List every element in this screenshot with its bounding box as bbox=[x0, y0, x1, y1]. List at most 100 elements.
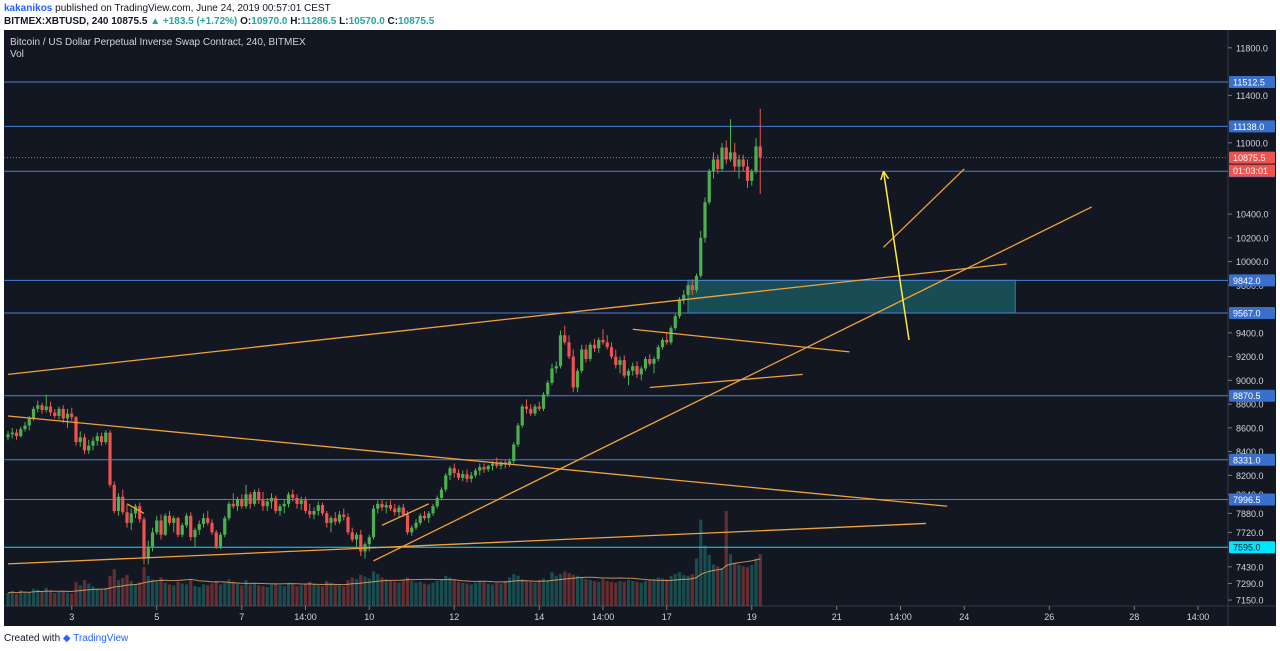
candle-body bbox=[303, 500, 308, 511]
volume-bar bbox=[388, 580, 393, 606]
volume-bar bbox=[597, 581, 601, 606]
y-tick-label: 10000.0 bbox=[1236, 257, 1269, 267]
y-tick-label: 7720.0 bbox=[1236, 528, 1264, 538]
volume-bar bbox=[690, 574, 694, 606]
candle-body bbox=[184, 515, 189, 526]
candle-body bbox=[376, 503, 380, 509]
volume-bar bbox=[316, 585, 320, 606]
level-label-bg bbox=[1229, 389, 1275, 402]
x-tick-label: 14:00 bbox=[889, 612, 912, 622]
y-tick-label: 9200.0 bbox=[1236, 352, 1264, 362]
volume-bar bbox=[435, 580, 439, 606]
arrow-head bbox=[880, 171, 885, 181]
volume-bar bbox=[639, 582, 643, 606]
low-label: L: bbox=[339, 16, 349, 27]
volume-bar bbox=[235, 583, 240, 606]
candle-body bbox=[337, 514, 342, 522]
candle-body bbox=[690, 285, 694, 291]
x-tick-label: 10 bbox=[364, 612, 374, 622]
volume-bar bbox=[490, 584, 495, 606]
volume-bar bbox=[337, 585, 342, 606]
chart-legend-title: Bitcoin / US Dollar Perpetual Inverse Sw… bbox=[10, 37, 306, 48]
tradingview-brand-link[interactable]: TradingView bbox=[73, 633, 129, 644]
candle-body bbox=[639, 368, 643, 375]
level-label-bg bbox=[1229, 120, 1275, 133]
volume-bar bbox=[724, 511, 728, 606]
candle-body bbox=[529, 408, 533, 414]
candle-body bbox=[384, 505, 388, 508]
x-tick-label: 3 bbox=[69, 612, 74, 622]
volume-bar bbox=[350, 577, 354, 606]
candle-body bbox=[295, 497, 299, 504]
candle-body bbox=[707, 171, 711, 203]
volume-bar bbox=[584, 579, 588, 606]
candle-body bbox=[431, 506, 435, 514]
candle-body bbox=[469, 475, 473, 479]
volume-bar bbox=[473, 582, 478, 606]
volume-bar bbox=[554, 575, 558, 606]
candle-body bbox=[36, 405, 40, 409]
y-tick-label: 11000.0 bbox=[1236, 138, 1268, 148]
candle-body bbox=[754, 146, 758, 172]
candle-body bbox=[550, 368, 554, 383]
candle-body bbox=[44, 406, 48, 411]
volume-bar bbox=[312, 584, 316, 606]
volume-bar bbox=[286, 582, 291, 606]
volume-bar bbox=[36, 589, 40, 606]
volume-bar bbox=[618, 580, 622, 606]
candle-body bbox=[393, 508, 397, 513]
candle-body bbox=[346, 516, 350, 533]
open-value: 10970.0 bbox=[251, 16, 288, 27]
volume-bar bbox=[10, 591, 14, 606]
volume-bar bbox=[707, 555, 711, 606]
created-with-text: Created with bbox=[4, 633, 61, 644]
volume-bar bbox=[19, 590, 23, 606]
countdown-label: 01:03:01 bbox=[1233, 166, 1268, 176]
candle-body bbox=[108, 432, 112, 485]
support-resistance-zone bbox=[687, 279, 1016, 314]
candle-body bbox=[231, 503, 235, 507]
candle-body bbox=[19, 429, 23, 437]
volume-bar bbox=[601, 579, 605, 606]
arrow-head bbox=[882, 170, 890, 180]
candle-body bbox=[218, 534, 223, 547]
y-tick-label: 11400.0 bbox=[1236, 91, 1268, 101]
candle-body bbox=[643, 358, 648, 369]
chart-legend-volume: Vol bbox=[10, 49, 24, 60]
volume-bar bbox=[303, 583, 308, 606]
candle-body bbox=[206, 518, 210, 523]
volume-bar bbox=[499, 583, 503, 606]
footer: Created with ◆ TradingView bbox=[4, 633, 128, 644]
author-link[interactable]: kakanikos bbox=[4, 3, 53, 14]
level-label: 7996.5 bbox=[1233, 495, 1261, 505]
volume-bar bbox=[520, 579, 524, 606]
candle-body bbox=[278, 506, 282, 511]
candle-body bbox=[99, 436, 104, 443]
candle-body bbox=[720, 147, 724, 169]
volume-bar bbox=[189, 580, 193, 606]
candle-body bbox=[558, 335, 563, 367]
volume-bar bbox=[197, 587, 201, 606]
volume-bar bbox=[716, 566, 720, 606]
volume-bar bbox=[87, 583, 91, 606]
price-chart[interactable]: 11800.0 11400.0 11000.0 10400.0 10200.0 10000… bbox=[4, 30, 1276, 626]
candle-body bbox=[70, 413, 74, 418]
candle-body bbox=[499, 462, 503, 466]
x-tick-label: 14 bbox=[534, 612, 544, 622]
chart-area[interactable]: 11800.0 11400.0 11000.0 10400.0 10200.0 10000… bbox=[4, 30, 1276, 626]
volume-bar bbox=[6, 593, 10, 606]
level-label-bg bbox=[1229, 75, 1275, 88]
volume-bar bbox=[469, 584, 473, 606]
level-layer bbox=[4, 81, 1228, 548]
volume-bar bbox=[452, 580, 456, 606]
close-label: C: bbox=[387, 16, 399, 27]
trendline bbox=[883, 168, 965, 248]
volume-bar bbox=[142, 567, 146, 606]
volume-bar bbox=[274, 583, 278, 606]
candle-body bbox=[312, 510, 316, 515]
volume-bar bbox=[333, 584, 337, 606]
candle-body bbox=[6, 434, 10, 438]
candle-body bbox=[728, 152, 733, 160]
candle-body bbox=[635, 366, 639, 375]
candle-body bbox=[546, 382, 550, 395]
